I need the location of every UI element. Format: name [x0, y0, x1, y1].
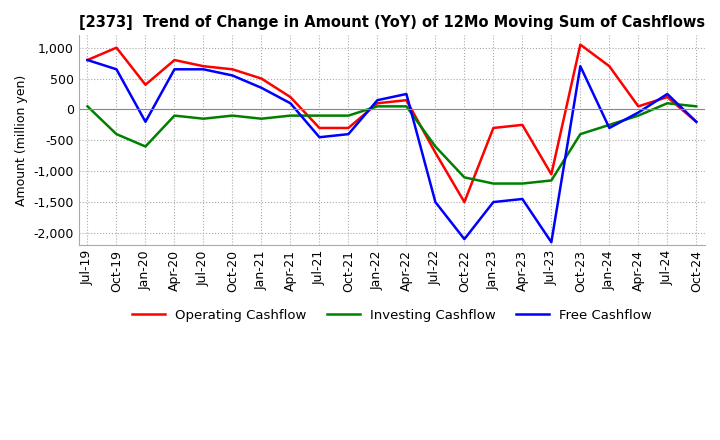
Free Cashflow: [228, 73, 237, 78]
Free Cashflow: [373, 98, 382, 103]
Free Cashflow: [257, 85, 266, 91]
Investing Cashflow: [634, 113, 643, 118]
Line: Operating Cashflow: Operating Cashflow: [88, 44, 696, 202]
Free Cashflow: [663, 92, 672, 97]
Investing Cashflow: [518, 181, 526, 186]
Operating Cashflow: [286, 95, 294, 100]
Free Cashflow: [112, 66, 121, 72]
Operating Cashflow: [373, 101, 382, 106]
Investing Cashflow: [84, 104, 92, 109]
Operating Cashflow: [431, 150, 440, 155]
Free Cashflow: [344, 132, 353, 137]
Investing Cashflow: [605, 122, 613, 128]
Free Cashflow: [605, 125, 613, 131]
Free Cashflow: [84, 57, 92, 62]
Investing Cashflow: [315, 113, 324, 118]
Investing Cashflow: [344, 113, 353, 118]
Investing Cashflow: [170, 113, 179, 118]
Operating Cashflow: [228, 66, 237, 72]
Operating Cashflow: [141, 82, 150, 88]
Investing Cashflow: [373, 104, 382, 109]
Investing Cashflow: [460, 175, 469, 180]
Y-axis label: Amount (million yen): Amount (million yen): [15, 75, 28, 206]
Investing Cashflow: [692, 104, 701, 109]
Operating Cashflow: [170, 57, 179, 62]
Investing Cashflow: [257, 116, 266, 121]
Free Cashflow: [431, 199, 440, 205]
Investing Cashflow: [489, 181, 498, 186]
Free Cashflow: [402, 92, 410, 97]
Operating Cashflow: [112, 45, 121, 50]
Investing Cashflow: [286, 113, 294, 118]
Title: [2373]  Trend of Change in Amount (YoY) of 12Mo Moving Sum of Cashflows: [2373] Trend of Change in Amount (YoY) o…: [78, 15, 705, 30]
Operating Cashflow: [315, 125, 324, 131]
Operating Cashflow: [663, 95, 672, 100]
Operating Cashflow: [84, 57, 92, 62]
Line: Investing Cashflow: Investing Cashflow: [88, 103, 696, 183]
Free Cashflow: [576, 63, 585, 69]
Investing Cashflow: [547, 178, 556, 183]
Investing Cashflow: [431, 144, 440, 149]
Operating Cashflow: [489, 125, 498, 131]
Operating Cashflow: [634, 104, 643, 109]
Investing Cashflow: [663, 101, 672, 106]
Free Cashflow: [489, 199, 498, 205]
Operating Cashflow: [344, 125, 353, 131]
Investing Cashflow: [141, 144, 150, 149]
Free Cashflow: [460, 236, 469, 242]
Line: Free Cashflow: Free Cashflow: [88, 60, 696, 242]
Free Cashflow: [315, 135, 324, 140]
Legend: Operating Cashflow, Investing Cashflow, Free Cashflow: Operating Cashflow, Investing Cashflow, …: [127, 303, 657, 327]
Operating Cashflow: [460, 199, 469, 205]
Free Cashflow: [199, 66, 208, 72]
Free Cashflow: [518, 196, 526, 202]
Operating Cashflow: [402, 98, 410, 103]
Investing Cashflow: [402, 104, 410, 109]
Operating Cashflow: [547, 172, 556, 177]
Free Cashflow: [141, 119, 150, 125]
Investing Cashflow: [228, 113, 237, 118]
Operating Cashflow: [692, 119, 701, 125]
Free Cashflow: [547, 239, 556, 245]
Operating Cashflow: [518, 122, 526, 128]
Operating Cashflow: [199, 63, 208, 69]
Free Cashflow: [170, 66, 179, 72]
Operating Cashflow: [257, 76, 266, 81]
Free Cashflow: [286, 101, 294, 106]
Operating Cashflow: [576, 42, 585, 47]
Free Cashflow: [692, 119, 701, 125]
Investing Cashflow: [576, 132, 585, 137]
Free Cashflow: [634, 110, 643, 115]
Operating Cashflow: [605, 63, 613, 69]
Investing Cashflow: [199, 116, 208, 121]
Investing Cashflow: [112, 132, 121, 137]
